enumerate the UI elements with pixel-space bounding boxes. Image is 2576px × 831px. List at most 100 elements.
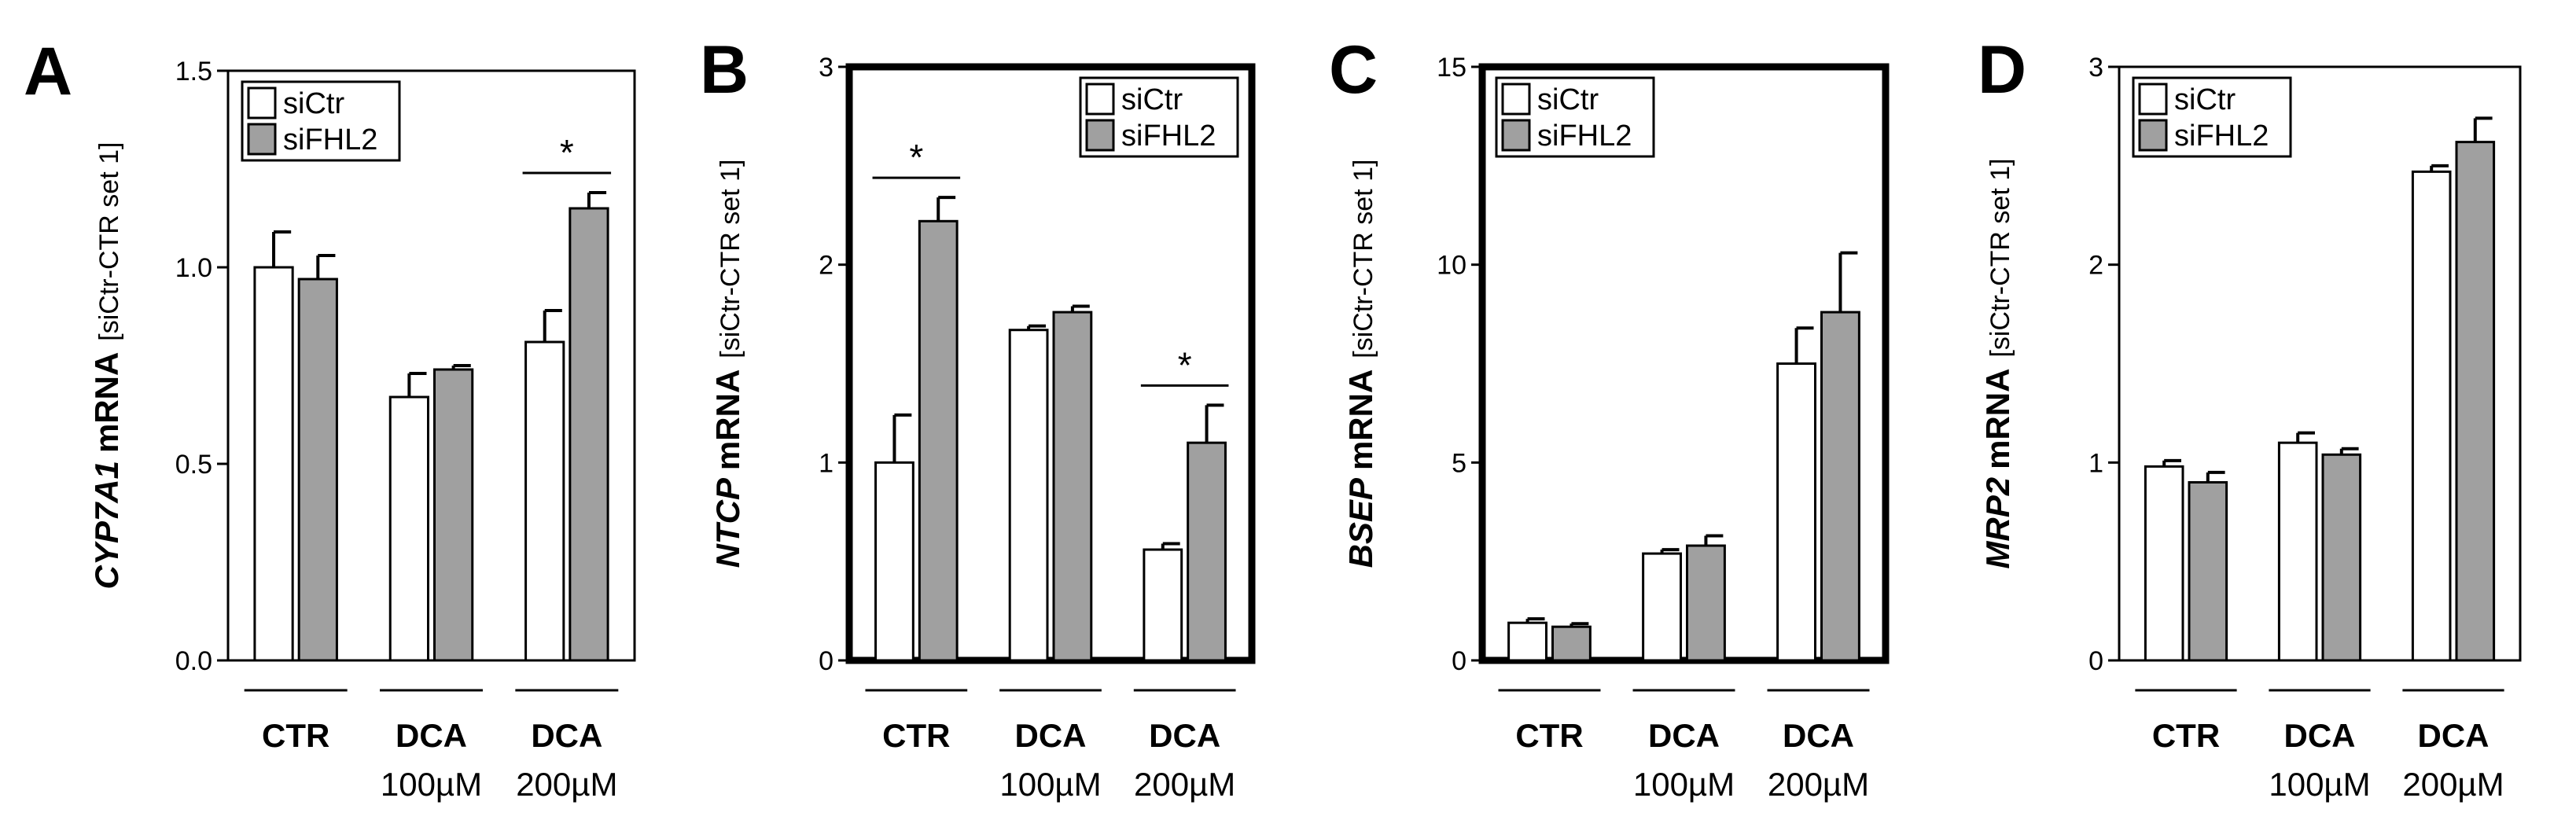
- significance-star: *: [560, 132, 574, 173]
- legend-label: siFHL2: [2174, 120, 2269, 153]
- x-category-label: CTR: [882, 717, 950, 754]
- bar-sifhl2-2: [1820, 311, 1860, 662]
- y-tick-label: 0: [1452, 646, 1466, 676]
- y-axis-label-gene: BSEP: [1342, 477, 1379, 568]
- legend-label: siFHL2: [1121, 120, 1216, 153]
- panel-d: D 0 1 2 3 MRP2 mRNA [siCtr-CTR set 1] CTR DCA 100µ…: [1978, 32, 2522, 803]
- bar-sifhl2-0: [1551, 625, 1592, 662]
- bar-sifhl2-0: [918, 219, 959, 662]
- bar-sictr-1: [1008, 329, 1049, 662]
- panel-c: C 0 5 10 15 BSEP mRNA [siCtr-CTR set 1] CTR DCA 10…: [1329, 32, 1890, 803]
- legend-swatch: [1501, 83, 1531, 116]
- x-category-sublabel: 200µM: [2402, 766, 2504, 803]
- panel-letter: A: [24, 34, 72, 109]
- x-category-label: DCA: [531, 717, 602, 754]
- bar-sictr-1: [388, 395, 430, 662]
- bar-sifhl2-0: [297, 278, 338, 662]
- bar-sictr-2: [1776, 362, 1817, 662]
- panel-letter: D: [1978, 32, 2026, 108]
- plot-frame: [845, 63, 1256, 664]
- x-category-sublabel: 200µM: [516, 766, 617, 803]
- x-category-label: DCA: [1648, 717, 1720, 754]
- bar-sifhl2-2: [1187, 441, 1227, 662]
- bar-sictr-2: [2411, 170, 2452, 662]
- x-category-sublabel: 100µM: [2269, 766, 2370, 803]
- y-axis-label-norm: [siCtr-CTR set 1]: [94, 142, 124, 341]
- y-tick-label: 1: [819, 448, 834, 478]
- bar-sictr-0: [253, 266, 294, 662]
- y-axis-label-unit: mRNA: [1342, 370, 1379, 470]
- plot-frame: [226, 69, 636, 662]
- legend-swatch: [2138, 83, 2168, 116]
- y-axis-label-gene: CYP7A1: [88, 461, 125, 589]
- legend-label: siCtr: [1121, 83, 1183, 116]
- panel-b: B 0 1 2 3 NTCP mRNA [siCtr-CTR set 1] CTR DCA 100µ…: [700, 32, 1256, 803]
- plot-frame: [1478, 63, 1890, 664]
- legend-label: siCtr: [1537, 83, 1599, 116]
- y-axis-label-unit: mRNA: [88, 352, 125, 453]
- y-tick-label: 1: [2088, 448, 2103, 478]
- significance-star: *: [1178, 344, 1192, 385]
- legend-swatch: [2138, 119, 2168, 152]
- legend-label: siCtr: [2174, 83, 2236, 116]
- y-tick-label: 0.0: [175, 646, 212, 676]
- bar-sifhl2-1: [1052, 311, 1093, 662]
- bar-sictr-2: [1143, 548, 1183, 662]
- x-category-label: CTR: [2152, 717, 2220, 754]
- x-category-sublabel: 200µM: [1768, 766, 1869, 803]
- bar-sifhl2-2: [2455, 141, 2496, 662]
- legend-label: siCtr: [283, 87, 344, 120]
- y-tick-label: 2: [819, 251, 834, 281]
- bar-sictr-2: [524, 340, 565, 662]
- y-axis-label: CYP7A1 mRNA [siCtr-CTR set 1]: [88, 142, 125, 590]
- y-tick-label: 1.5: [175, 57, 212, 86]
- bar-sictr-0: [1507, 621, 1547, 662]
- x-category-sublabel: 100µM: [1633, 766, 1735, 803]
- y-tick-label: 1.0: [175, 253, 212, 283]
- bar-sictr-1: [1642, 552, 1683, 662]
- y-tick-label: 15: [1437, 53, 1466, 83]
- y-axis-label-norm: [siCtr-CTR set 1]: [1349, 160, 1378, 359]
- legend: siCtr siFHL2: [1079, 76, 1239, 158]
- panel-letter: C: [1329, 32, 1378, 108]
- legend: siCtr siFHL2: [2132, 76, 2292, 158]
- legend-label: siFHL2: [283, 123, 377, 156]
- bar-sictr-1: [2277, 441, 2318, 662]
- legend-swatch: [1085, 119, 1115, 152]
- legend-label: siFHL2: [1537, 120, 1632, 153]
- bar-sifhl2-1: [433, 368, 474, 662]
- y-axis-label: NTCP mRNA [siCtr-CTR set 1]: [709, 160, 746, 568]
- x-category-label: DCA: [2418, 717, 2490, 754]
- plot-frame: [2118, 65, 2522, 662]
- x-category-sublabel: 200µM: [1134, 766, 1235, 803]
- x-category-label: CTR: [1515, 717, 1583, 754]
- y-axis-label-norm: [siCtr-CTR set 1]: [716, 160, 745, 359]
- legend-swatch: [1085, 83, 1115, 116]
- x-category-label: DCA: [1149, 717, 1220, 754]
- x-category-sublabel: 100µM: [381, 766, 482, 803]
- x-category-label: DCA: [396, 717, 467, 754]
- y-tick-label: 2: [2088, 251, 2103, 281]
- y-tick-label: 0: [2088, 646, 2103, 676]
- panel-letter: B: [700, 32, 749, 108]
- x-category-label: DCA: [1783, 717, 1854, 754]
- legend: siCtr siFHL2: [1495, 76, 1655, 158]
- y-axis-label-gene: MRP2: [1979, 477, 2016, 569]
- bar-sifhl2-1: [1686, 544, 1726, 662]
- x-category-label: DCA: [2284, 717, 2356, 754]
- significance-star: *: [909, 137, 923, 178]
- legend-swatch: [247, 86, 277, 120]
- bar-sifhl2-2: [569, 207, 609, 662]
- x-category-label: CTR: [262, 717, 329, 754]
- y-axis-label: MRP2 mRNA [siCtr-CTR set 1]: [1979, 158, 2016, 568]
- bar-sictr-0: [2144, 465, 2184, 662]
- y-tick-label: 5: [1452, 448, 1466, 478]
- bar-sifhl2-0: [2188, 481, 2228, 662]
- y-tick-label: 3: [819, 53, 834, 83]
- y-tick-label: 3: [2088, 53, 2103, 83]
- bar-sictr-0: [874, 461, 914, 662]
- legend-swatch: [247, 123, 277, 156]
- y-axis-label-gene: NTCP: [709, 477, 746, 568]
- panel-a: A 0.0 0.5 1.0 1.5 CYP7A1 mRNA [siCtr-CTR set 1]…: [24, 34, 636, 803]
